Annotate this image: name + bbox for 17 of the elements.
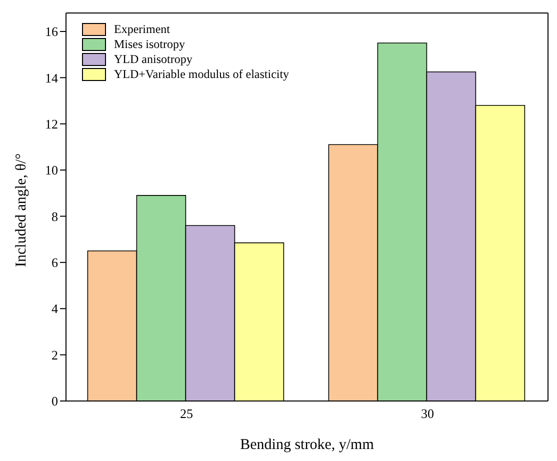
legend-label: Mises isotropy <box>114 37 186 52</box>
y-tick-label: 2 <box>52 347 58 362</box>
y-axis-title: Included angle, θ/° <box>13 153 30 267</box>
y-tick-label: 16 <box>45 24 58 40</box>
x-tick-label: 30 <box>421 406 434 422</box>
x-tick-label: 25 <box>180 406 193 422</box>
legend-label: YLD anisotropy <box>114 52 192 67</box>
legend-label: YLD+Variable modulus of elasticity <box>114 67 290 82</box>
y-tick-label: 0 <box>52 394 58 409</box>
y-tick-label: 10 <box>45 162 58 178</box>
y-tick-label: 14 <box>45 70 58 86</box>
y-tick-label: 8 <box>52 208 58 224</box>
y-tick-label: 6 <box>52 255 58 270</box>
x-axis-title: Bending stroke, y/mm <box>240 437 374 453</box>
legend-label: Experiment <box>114 22 170 37</box>
y-tick-label: 12 <box>45 116 58 132</box>
y-tick-label: 4 <box>52 301 58 316</box>
